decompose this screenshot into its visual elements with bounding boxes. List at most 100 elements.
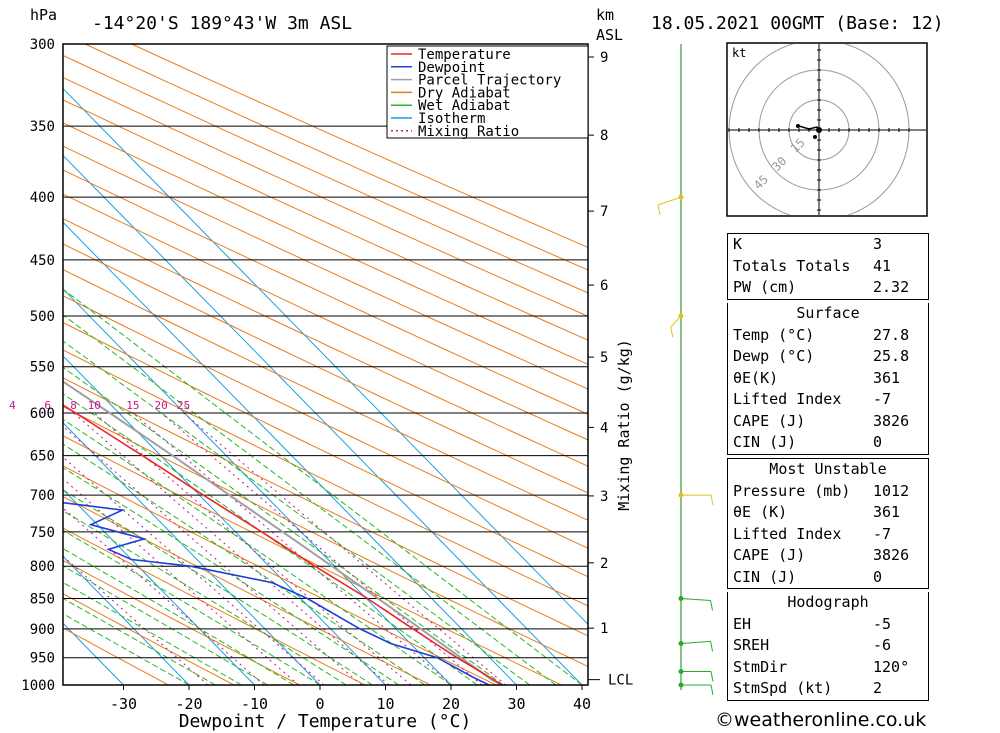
legend-label: Isotherm — [418, 111, 485, 127]
index-row: CIN (J) 0 — [728, 432, 928, 454]
index-label: StmDir — [733, 657, 788, 676]
height-tick-label: 6 — [600, 278, 608, 294]
mixing-ratio-line — [93, 412, 412, 685]
hodograph-surface-point — [796, 124, 800, 128]
mixing-ratio-label: 20 — [155, 399, 168, 412]
wet-adiabat-line — [63, 529, 321, 685]
index-label: θE (K) — [733, 503, 788, 521]
pressure-tick-label: 900 — [30, 622, 55, 638]
wind-barb — [657, 196, 682, 206]
dry-adiabat-line — [63, 321, 588, 578]
index-label: CIN (J) — [733, 433, 797, 451]
wet-adiabat-line — [63, 548, 295, 685]
height-tick-label: 8 — [600, 128, 608, 144]
index-row: θE (K) 361 — [728, 502, 928, 524]
index-row: CIN (J) 0 — [728, 567, 928, 589]
mixing-ratio-line — [132, 412, 453, 685]
index-row: θE(K) 361 — [728, 368, 928, 390]
index-row: Lifted Index -7 — [728, 524, 928, 546]
index-label: θE(K) — [733, 368, 779, 387]
wet-adiabat-line — [63, 565, 268, 685]
pressure-tick-label: 700 — [30, 488, 55, 504]
dry-adiabat-line — [63, 593, 235, 685]
legend-label: Parcel Trajectory — [418, 73, 561, 89]
height-axis: 1 2 3 4 5 6 7 8 9 LCL — [588, 50, 633, 689]
index-label: K — [733, 235, 743, 253]
mixing-ratio-label: 15 — [126, 399, 139, 412]
pressure-tick-label: 600 — [30, 406, 55, 422]
dry-adiabat-line — [63, 193, 588, 441]
dry-adiabat-line — [63, 145, 588, 390]
index-row: SREH -6 — [728, 635, 928, 657]
hodograph-unit-label: kt — [732, 46, 746, 60]
x-tick-label: -20 — [175, 695, 202, 713]
wind-barb-flag — [710, 600, 714, 611]
wet-adiabat-line — [63, 314, 557, 685]
wind-barb-column — [657, 44, 714, 696]
wet-adiabat-line — [63, 443, 426, 685]
mixing-ratio-line — [183, 412, 507, 685]
profile-series — [63, 380, 503, 685]
mixing-ratio-line — [63, 507, 265, 685]
index-value: 3 — [873, 235, 883, 253]
mixing-ratio-labels: 12346810152025 — [9, 399, 190, 412]
location-title: -14°20'S 189°43'W 3m ASL — [92, 13, 352, 34]
index-value: 2.32 — [873, 278, 910, 296]
x-tick-label: 40 — [573, 695, 591, 713]
mixing-ratio-label: 8 — [70, 399, 77, 412]
wind-barb — [680, 597, 711, 602]
lcl-label: LCL — [608, 673, 633, 689]
index-row: EH -5 — [728, 614, 928, 636]
pressure-axis: 300 350 400 450 500 550 600 650 700 750 800 850 900 9… — [21, 37, 55, 694]
hodograph-storm-point — [816, 127, 822, 133]
index-value: 0 — [873, 567, 883, 586]
height-tick-label: 5 — [600, 350, 608, 366]
dry-adiabat-line — [63, 54, 588, 294]
pressure-tick-label: 650 — [30, 449, 55, 465]
legend-box — [386, 45, 589, 139]
index-label: SREH — [733, 636, 770, 654]
index-label: Lifted Index — [733, 524, 842, 543]
surface-title: Surface — [796, 304, 860, 322]
index-label: Lifted Index — [733, 390, 842, 408]
index-row: CAPE (J) 3826 — [728, 545, 928, 567]
height-tick-label: 7 — [600, 204, 608, 220]
height-tick-label: 9 — [600, 50, 608, 66]
pressure-tick-label: 800 — [30, 559, 55, 575]
pressure-tick-label: 950 — [30, 651, 55, 667]
x-tick-label: -30 — [110, 695, 137, 713]
wet-adiabat-line — [63, 467, 399, 685]
wet-adiabat-line — [63, 489, 373, 685]
isotherm-line — [63, 488, 255, 685]
copyright-footer[interactable]: ©weatheronline.co.uk — [715, 709, 927, 731]
wind-barb — [670, 315, 682, 328]
temperature-axis: -30 -20 -10 0 10 20 30 40 — [110, 685, 591, 713]
index-row: Dewp (°C) 25.8 — [728, 346, 928, 368]
index-value: 25.8 — [873, 347, 910, 365]
height-tick-label: 3 — [600, 489, 608, 505]
hodograph-title: Hodograph — [787, 593, 869, 611]
index-value: 41 — [873, 256, 892, 275]
height-tick-label: 4 — [600, 420, 608, 436]
mixing-ratio-axis-title: Mixing Ratio (g/kg) — [615, 339, 633, 511]
index-value: 3826 — [873, 411, 910, 430]
x-tick-label: 10 — [376, 695, 394, 713]
x-tick-label: 20 — [442, 695, 460, 713]
index-row: StmDir 120° — [728, 657, 928, 679]
height-tick-label: 1 — [600, 621, 608, 637]
height-unit-km: km — [596, 6, 614, 24]
isotherm-line — [63, 422, 321, 685]
dry-adiabat-line — [63, 527, 366, 685]
temperature-line — [63, 404, 503, 685]
isotherm-lines — [63, 87, 588, 685]
index-row: Totals Totals 41 — [728, 256, 928, 278]
index-value: 120° — [873, 657, 910, 676]
pressure-tick-label: 750 — [30, 525, 55, 541]
index-value: 2 — [873, 679, 883, 697]
dry-adiabat-line — [63, 169, 588, 415]
dry-adiabat-line — [84, 44, 588, 271]
mixing-ratio-label: 10 — [88, 399, 101, 412]
